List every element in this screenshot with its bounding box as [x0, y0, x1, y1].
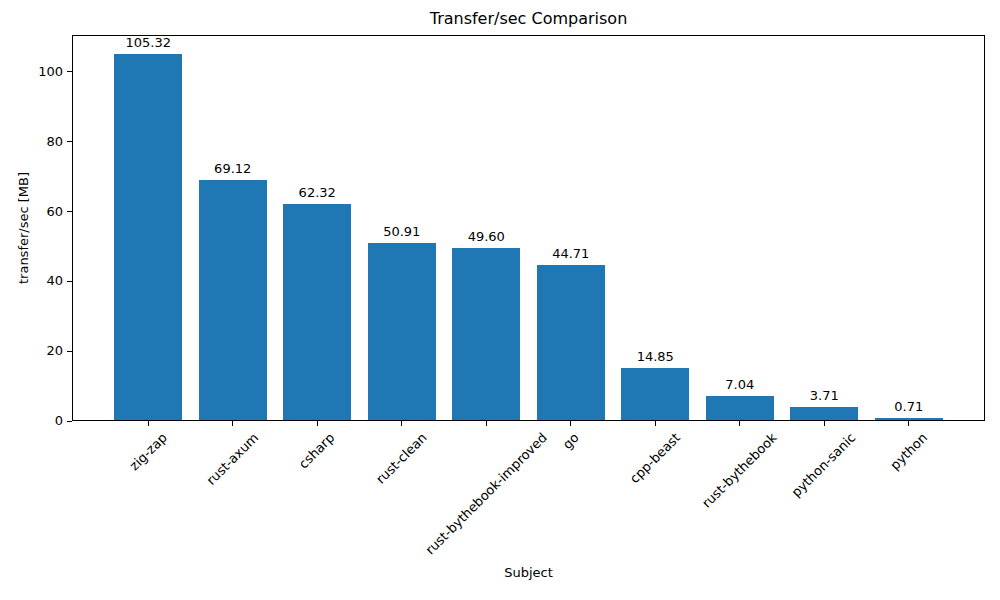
bar-go	[537, 265, 605, 420]
bar-rust-axum	[199, 180, 267, 420]
bar-value-label: 62.32	[299, 185, 336, 201]
chart-title: Transfer/sec Comparison	[72, 9, 985, 29]
y-tick-label: 60	[13, 204, 63, 220]
bar-cpp-beast	[621, 368, 689, 420]
x-tick-mark	[655, 421, 656, 426]
bar-rust-clean	[368, 243, 436, 420]
y-tick-label: 80	[13, 134, 63, 150]
x-tick-mark	[570, 421, 571, 426]
bar-python	[875, 418, 943, 420]
y-tick-label: 20	[13, 343, 63, 359]
x-tick-label: go	[560, 430, 583, 453]
x-tick-mark	[401, 421, 402, 426]
x-tick-mark	[739, 421, 740, 426]
bar-rust-bythebook-improved	[452, 248, 520, 420]
bar-value-label: 3.71	[810, 388, 839, 404]
y-tick-mark	[67, 351, 72, 352]
x-tick-label: python-sanic	[789, 430, 860, 501]
bar-value-label: 105.32	[125, 35, 171, 51]
bar-value-label: 0.71	[894, 399, 923, 415]
y-tick-mark	[67, 281, 72, 282]
x-tick-label: cpp-beast	[627, 430, 684, 487]
y-tick-label: 40	[13, 273, 63, 289]
chart-figure: Transfer/sec Comparison transfer/sec [MB…	[0, 0, 1000, 600]
x-tick-label: rust-bythebook-improved	[422, 430, 550, 558]
x-axis-label: Subject	[72, 565, 985, 581]
y-tick-mark	[67, 141, 72, 142]
x-tick-label: csharp	[296, 430, 338, 472]
y-tick-mark	[67, 71, 72, 72]
bar-value-label: 50.91	[383, 224, 420, 240]
bar-value-label: 69.12	[214, 161, 251, 177]
bar-python-sanic	[790, 407, 858, 420]
x-tick-mark	[317, 421, 318, 426]
y-tick-mark	[67, 421, 72, 422]
y-tick-label: 0	[13, 413, 63, 429]
x-tick-mark	[232, 421, 233, 426]
y-axis-label: transfer/sec [MB]	[16, 172, 32, 284]
bar-value-label: 7.04	[725, 377, 754, 393]
x-tick-label: rust-axum	[203, 430, 261, 488]
bar-value-label: 49.60	[468, 229, 505, 245]
y-tick-mark	[67, 211, 72, 212]
x-tick-label: rust-bythebook	[699, 430, 780, 511]
bar-rust-bythebook	[706, 396, 774, 420]
x-tick-mark	[824, 421, 825, 426]
x-tick-label: python	[887, 430, 930, 473]
x-tick-mark	[908, 421, 909, 426]
bar-value-label: 14.85	[637, 349, 674, 365]
x-tick-label: rust-clean	[373, 430, 430, 487]
bar-csharp	[283, 204, 351, 420]
x-tick-mark	[148, 421, 149, 426]
bar-zig-zap	[114, 54, 182, 420]
x-tick-mark	[486, 421, 487, 426]
plot-area: 105.32 69.12 62.32 50.91 49.60 44.71 14.85 7.04…	[73, 36, 984, 420]
bar-value-label: 44.71	[552, 246, 589, 262]
y-tick-label: 100	[13, 64, 63, 80]
x-tick-label: zig-zap	[126, 430, 170, 474]
